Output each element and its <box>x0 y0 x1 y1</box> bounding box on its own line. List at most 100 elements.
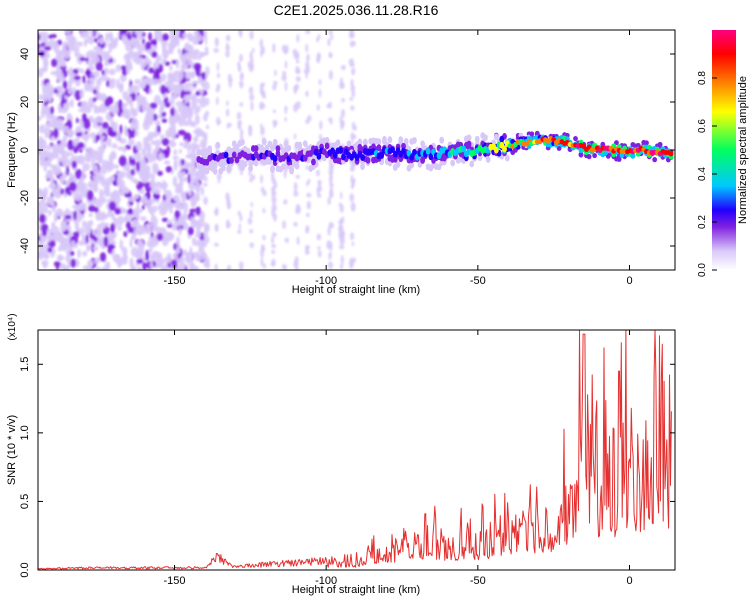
noise-cell <box>283 199 288 205</box>
noise-cell <box>74 221 80 230</box>
noise-cell <box>40 223 49 233</box>
noise-cell <box>38 124 46 134</box>
noise-cell <box>171 259 178 270</box>
noise-cell <box>295 264 299 270</box>
ridge-cell <box>376 144 382 152</box>
noise-cell <box>149 181 158 189</box>
noise-cell <box>317 179 322 187</box>
noise-cell <box>189 72 196 78</box>
noise-cell <box>316 55 321 64</box>
noise-cell <box>38 201 41 208</box>
noise-cell <box>85 233 89 244</box>
noise-cell <box>115 191 123 196</box>
noise-cell <box>103 53 110 62</box>
x-tick-label: -100 <box>315 575 337 587</box>
ridge-cell <box>223 151 229 159</box>
noise-cell <box>203 230 208 240</box>
ridge-cell <box>316 152 322 160</box>
noise-cell <box>93 45 101 52</box>
noise-cell <box>248 86 254 95</box>
noise-cell <box>43 66 47 73</box>
noise-cell <box>103 188 110 196</box>
noise-cell <box>271 232 277 238</box>
noise-cell <box>282 220 286 229</box>
noise-cell <box>39 35 48 43</box>
noise-cell <box>172 194 180 202</box>
noise-cell <box>192 135 199 143</box>
noise-cell <box>174 210 181 219</box>
noise-cell <box>327 196 331 206</box>
noise-cell <box>120 65 127 71</box>
noise-cell <box>38 136 44 147</box>
noise-cell <box>348 58 354 66</box>
noise-cell <box>56 71 65 83</box>
noise-cell <box>305 90 309 97</box>
noise-cell <box>178 261 186 270</box>
noise-cell <box>116 171 123 178</box>
noise-cell <box>55 208 63 215</box>
noise-cell <box>67 84 73 95</box>
noise-cell <box>87 84 92 92</box>
noise-cell <box>194 114 200 125</box>
noise-cell <box>70 36 78 47</box>
noise-cell <box>350 202 356 212</box>
noise-cell <box>126 95 132 105</box>
noise-cell <box>239 214 243 222</box>
noise-cell <box>184 83 189 91</box>
noise-cell <box>340 64 346 71</box>
noise-cell <box>152 113 158 121</box>
noise-cell <box>165 129 171 139</box>
noise-cell <box>63 49 71 55</box>
ridge-cell <box>436 152 442 160</box>
noise-cell <box>61 155 67 166</box>
noise-cell <box>101 266 107 270</box>
spectrogram-panel: -150 -100 -50 0 -40 -20 0 20 40 Height of straig… <box>6 29 676 296</box>
noise-cell <box>296 33 300 43</box>
noise-cell <box>56 144 65 154</box>
noise-cell <box>173 149 178 156</box>
noise-cell <box>173 89 178 97</box>
noise-cell <box>99 47 103 57</box>
noise-cell <box>175 236 180 247</box>
noise-cell <box>181 249 187 256</box>
noise-cell <box>349 193 355 203</box>
noise-cell <box>271 249 276 254</box>
noise-cell <box>56 254 64 262</box>
noise-cell <box>112 121 119 133</box>
noise-cell <box>317 250 322 258</box>
noise-cell <box>228 78 232 88</box>
noise-cell <box>129 257 134 269</box>
noise-cell <box>351 241 355 247</box>
ridge-cell <box>657 141 663 148</box>
noise-cell <box>284 117 288 122</box>
noise-cell <box>176 70 184 80</box>
noise-cell <box>43 159 50 166</box>
noise-cell <box>64 30 72 34</box>
snr-scale-note: (x10⁴) <box>7 313 18 340</box>
x-tick-label: -100 <box>315 275 337 287</box>
noise-cell <box>81 112 87 123</box>
ridge-cell <box>270 144 275 152</box>
noise-cell <box>79 227 85 236</box>
noise-cell <box>145 151 151 160</box>
noise-cell <box>53 127 59 139</box>
noise-cell <box>74 155 83 162</box>
noise-cell <box>47 247 53 253</box>
noise-cell <box>216 62 220 72</box>
ridge-cell <box>330 142 335 150</box>
noise-cell <box>272 119 278 126</box>
noise-cell <box>340 254 344 265</box>
x-tick-label: 0 <box>626 275 632 287</box>
noise-cell <box>316 185 323 192</box>
noise-cell <box>152 78 158 86</box>
noise-cell <box>42 229 47 237</box>
noise-cell <box>319 120 323 131</box>
noise-cell <box>151 236 156 242</box>
noise-cell <box>134 78 141 85</box>
noise-cell <box>89 170 94 175</box>
noise-cell <box>226 196 231 206</box>
noise-cell <box>179 142 184 147</box>
noise-cell <box>80 68 85 74</box>
noise-cell <box>249 242 255 249</box>
noise-cell <box>65 254 72 263</box>
